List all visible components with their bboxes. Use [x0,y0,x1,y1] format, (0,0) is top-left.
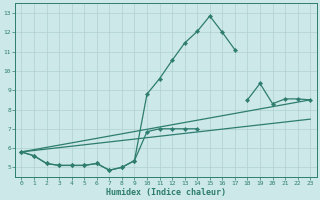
X-axis label: Humidex (Indice chaleur): Humidex (Indice chaleur) [106,188,226,197]
